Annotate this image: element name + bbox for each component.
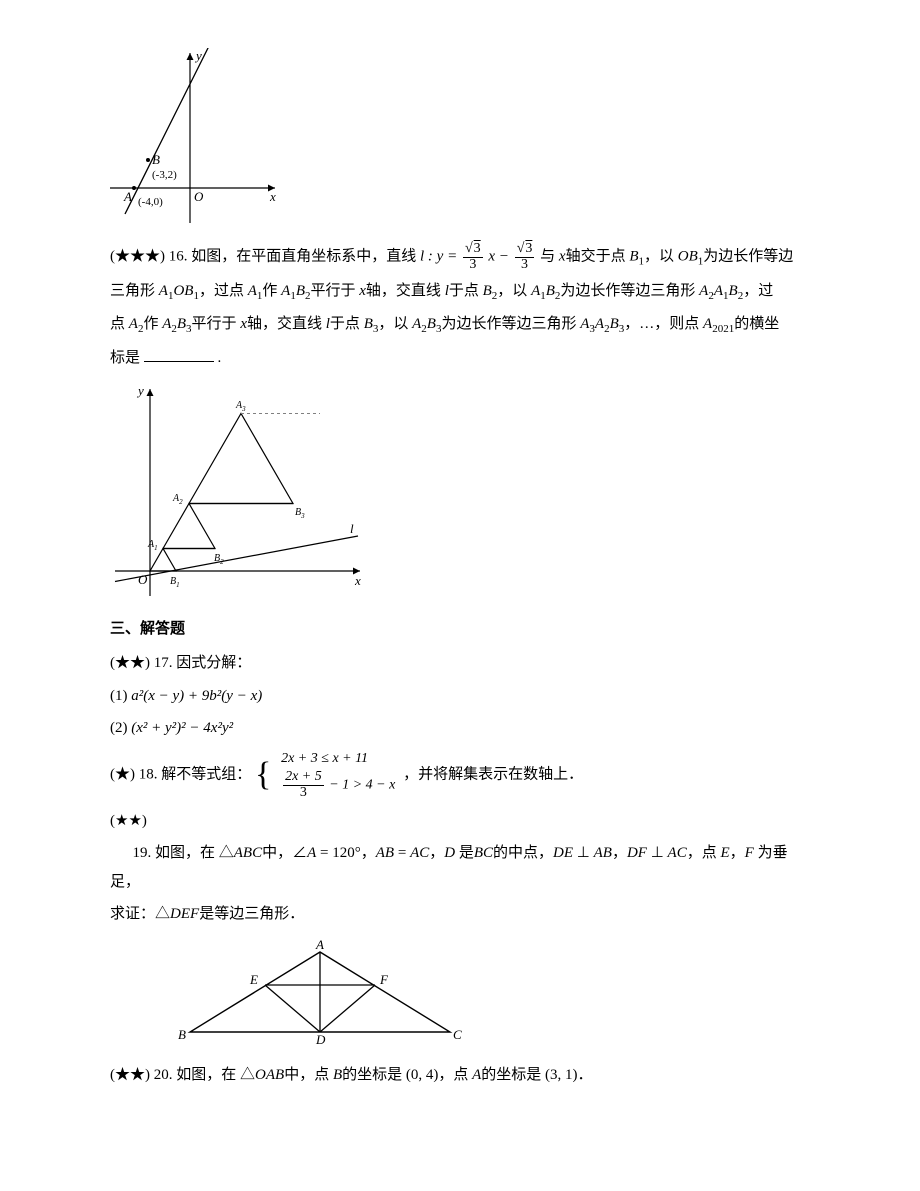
q20: (★★) 20. 如图，在 △OAB中，点 B的坐标是 (0, 4)，点 A的坐… [110,1061,810,1090]
svg-text:y: y [136,383,144,398]
axis-y-label: y [194,48,202,63]
q17-p1: (1) a²(x − y) + 9b²(y − x) [110,682,810,711]
q16-line3: 点 A2作 A2B3平行于 x轴，交直线 l于点 B3，以 A2B3为边长作等边… [110,310,810,340]
svg-text:A1: A1 [147,539,158,552]
svg-text:B: B [178,1027,186,1042]
q16-line2: 三角形 A1OB1，过点 A1作 A1B2平行于 x轴，交直线 l于点 B2，以… [110,277,810,307]
point-b-label: B [152,152,160,167]
point-a-label: A [123,189,132,204]
origin-label: O [194,189,204,204]
point-b-coord: (-3,2) [152,169,177,181]
svg-text:A: A [315,937,324,952]
q19-figure: A B C D E F [170,937,810,1047]
q19-line1: 19. 如图，在 △ABC中，∠A = 120°，AB = AC，D 是BC的中… [110,839,810,896]
svg-text:O: O [138,572,148,587]
q19-stars: (★★) [110,807,810,836]
svg-text:B2: B2 [214,553,224,566]
svg-text:l: l [350,521,354,536]
q17-title: (★★) 17. 因式分解： [110,649,810,678]
q16-blank [144,347,214,362]
axis-x-label: x [269,189,276,204]
svg-text:C: C [453,1027,462,1042]
q19-line2: 求证：△DEF是等边三角形． [110,900,810,929]
q16-figure: O B1 A1 B2 A2 B3 A3 x y l [110,381,810,601]
svg-text:A2: A2 [172,493,183,506]
point-a-coord: (-4,0) [138,196,163,208]
q15-figure: x y O A (-4,0) B (-3,2) [110,48,810,228]
q16-stars: (★★★) 16. [110,249,188,265]
svg-text:D: D [315,1032,326,1047]
section-3-header: 三、解答题 [110,615,810,644]
svg-text:F: F [379,972,389,987]
svg-text:E: E [249,972,258,987]
q18: (★) 18. 解不等式组： { 2x + 3 ≤ x + 11 2x + 53… [110,747,810,803]
svg-text:B3: B3 [295,507,305,520]
svg-text:x: x [354,573,361,588]
q16-line1: (★★★) 16. 如图，在平面直角坐标系中，直线 l : y = √33 x … [110,242,810,273]
svg-text:A3: A3 [235,400,246,413]
svg-text:B1: B1 [170,576,180,589]
brace-icon: { [255,758,271,792]
q16-line4: 标是 . [110,344,810,373]
q17-p2: (2) (x² + y²)² − 4x²y² [110,714,810,743]
